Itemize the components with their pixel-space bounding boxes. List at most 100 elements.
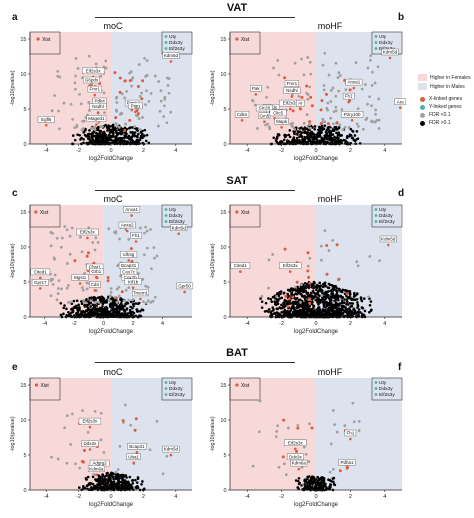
point-fdr-ns bbox=[145, 133, 149, 137]
legend-item: FDR >0.1 bbox=[418, 120, 474, 126]
gene-label: Grb1 bbox=[91, 269, 102, 274]
point-fdr-ns bbox=[125, 314, 128, 317]
y-tick-label: 15 bbox=[20, 210, 26, 216]
gene-label-box bbox=[170, 224, 188, 231]
point-fdr-ns bbox=[324, 285, 328, 288]
point-fdr-ns bbox=[123, 304, 126, 308]
point-fdr-ns bbox=[59, 313, 63, 317]
point-fdr-sig bbox=[153, 256, 156, 260]
point-fdr-ns bbox=[282, 138, 286, 142]
y-tick-label: 10 bbox=[220, 72, 226, 78]
point-fdr-ns bbox=[286, 292, 290, 296]
point-fdr-ns bbox=[135, 308, 138, 311]
x-axis-label: log2FoldChange bbox=[294, 156, 339, 162]
point-fdr-sig bbox=[62, 101, 66, 105]
x-tick-label: 4 bbox=[174, 148, 177, 154]
point-x-linked bbox=[310, 426, 314, 430]
point-fdr-ns bbox=[285, 302, 289, 306]
point-fdr-sig bbox=[137, 63, 141, 66]
legend-item: Y-linked genes bbox=[418, 104, 474, 110]
point-fdr-ns bbox=[269, 297, 273, 301]
point-fdr-sig bbox=[65, 461, 69, 465]
point-fdr-ns bbox=[136, 129, 139, 132]
x-axis-label: log2FoldChange bbox=[294, 329, 339, 335]
point-fdr-ns bbox=[318, 131, 321, 135]
point-fdr-ns bbox=[335, 292, 339, 296]
point-fdr-sig bbox=[167, 77, 171, 80]
point-fdr-sig bbox=[138, 128, 142, 131]
point-x-linked bbox=[305, 84, 309, 88]
point-fdr-ns bbox=[315, 308, 319, 311]
point-fdr-sig bbox=[91, 241, 95, 244]
point-fdr-sig bbox=[115, 287, 119, 291]
point-x-linked bbox=[123, 79, 127, 83]
section-divider-sat bbox=[95, 190, 295, 191]
point-fdr-sig bbox=[115, 95, 119, 99]
point-fdr-sig bbox=[146, 285, 150, 289]
point-fdr-ns bbox=[311, 140, 315, 143]
point-x-linked bbox=[120, 290, 124, 294]
gene-label-box bbox=[230, 262, 251, 269]
point-fdr-ns bbox=[95, 134, 99, 138]
point-fdr-ns bbox=[128, 475, 132, 479]
point-fdr-ns bbox=[99, 133, 103, 137]
gene-label-box bbox=[394, 98, 407, 105]
labeled-gene-point bbox=[239, 270, 242, 273]
legend: Higher in Females Higher in Males X-linked… bbox=[418, 74, 474, 128]
labeled-gene-point bbox=[169, 453, 173, 457]
point-fdr-ns bbox=[131, 479, 135, 482]
point-fdr-ns bbox=[102, 482, 106, 486]
point-fdr-sig bbox=[334, 109, 338, 113]
point-fdr-ns bbox=[306, 305, 309, 308]
point-x-linked bbox=[325, 243, 329, 247]
point-fdr-ns bbox=[108, 303, 112, 307]
point-fdr-sig bbox=[260, 294, 264, 298]
point-fdr-ns bbox=[116, 138, 120, 142]
volcano-plot-bat-moc: Xist UtyDdx3yEif2s3yEif2s3xDdx3xAdgrg2Kdm… bbox=[10, 377, 193, 508]
section-divider-bat bbox=[95, 362, 295, 363]
point-fdr-sig bbox=[144, 301, 148, 305]
point-x-linked bbox=[345, 292, 349, 296]
point-fdr-sig bbox=[306, 264, 310, 268]
gene-label-box bbox=[76, 228, 99, 236]
point-fdr-sig bbox=[141, 116, 144, 119]
point-fdr-ns bbox=[276, 299, 279, 303]
point-fdr-ns bbox=[133, 131, 137, 134]
point-fdr-sig bbox=[94, 62, 98, 66]
point-fdr-ns bbox=[293, 131, 296, 135]
point-fdr-ns bbox=[85, 309, 88, 313]
legend-item: X-linked genes bbox=[418, 96, 474, 102]
point-fdr-sig bbox=[302, 73, 306, 77]
point-fdr-ns bbox=[111, 486, 114, 489]
point-y-linked bbox=[374, 393, 378, 396]
point-fdr-ns bbox=[105, 300, 109, 304]
point-fdr-sig bbox=[123, 403, 127, 407]
point-fdr-ns bbox=[318, 286, 322, 289]
point-fdr-ns bbox=[356, 303, 360, 307]
point-fdr-ns bbox=[362, 313, 366, 317]
point-fdr-ns bbox=[305, 485, 309, 489]
point-fdr-sig bbox=[74, 462, 77, 466]
point-fdr-ns bbox=[100, 311, 103, 315]
point-fdr-ns bbox=[318, 308, 322, 311]
point-fdr-sig bbox=[153, 74, 157, 78]
point-fdr-ns bbox=[343, 289, 347, 292]
gene-label-box bbox=[286, 453, 304, 461]
point-x-linked bbox=[295, 280, 299, 284]
point-fdr-sig bbox=[162, 115, 166, 118]
point-x-linked bbox=[282, 418, 286, 422]
point-x-linked bbox=[348, 88, 352, 92]
gene-label-box bbox=[284, 439, 307, 447]
point-fdr-ns bbox=[82, 487, 85, 490]
point-x-linked bbox=[337, 277, 341, 281]
point-fdr-sig bbox=[155, 254, 159, 258]
point-fdr-ns bbox=[319, 125, 323, 129]
point-fdr-ns bbox=[97, 313, 100, 316]
legend-label: X-linked genes bbox=[429, 96, 463, 102]
point-fdr-ns bbox=[296, 133, 299, 136]
point-fdr-ns bbox=[316, 134, 319, 138]
point-fdr-ns bbox=[367, 310, 371, 314]
xist-label: Xist bbox=[40, 383, 49, 389]
point-fdr-ns bbox=[292, 139, 295, 142]
point-fdr-ns bbox=[324, 294, 328, 298]
